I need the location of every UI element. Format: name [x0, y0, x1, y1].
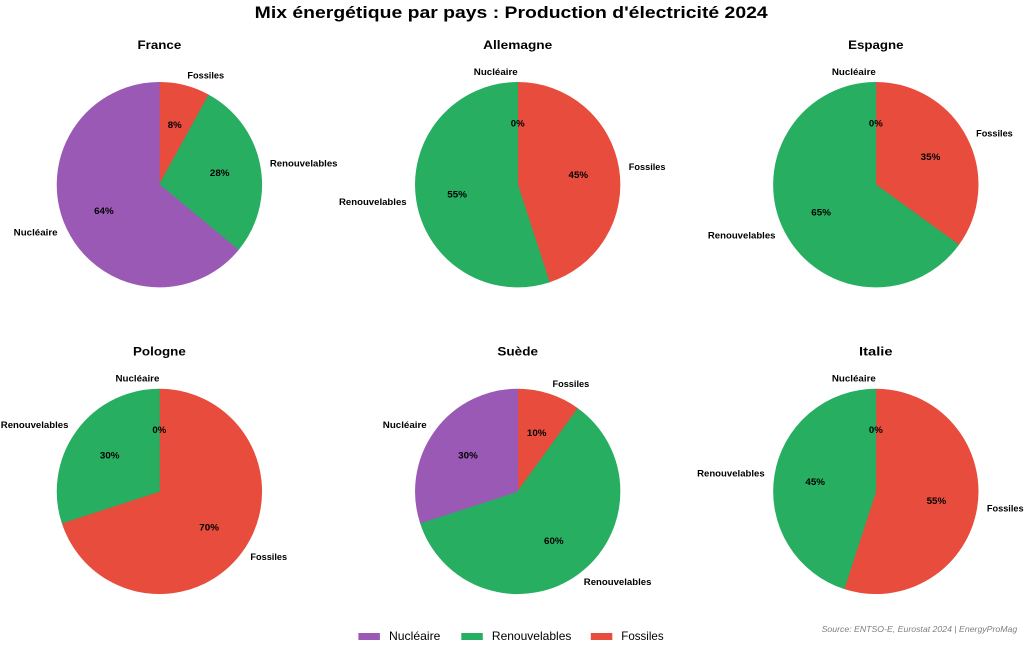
svg-text:Fossiles: Fossiles [976, 127, 1013, 138]
svg-text:Renouvelables: Renouvelables [339, 196, 407, 207]
svg-text:30%: 30% [100, 450, 120, 460]
svg-text:60%: 60% [544, 536, 564, 546]
svg-text:Renouvelables: Renouvelables [492, 629, 572, 643]
svg-text:0%: 0% [511, 118, 526, 128]
svg-text:Nucléaire: Nucléaire [832, 66, 876, 77]
svg-text:55%: 55% [447, 189, 467, 199]
svg-text:0%: 0% [869, 425, 884, 435]
svg-text:Italie: Italie [859, 345, 893, 359]
svg-text:Fossiles: Fossiles [250, 551, 287, 562]
svg-text:Renouvelables: Renouvelables [270, 157, 338, 168]
svg-text:Nucléaire: Nucléaire [116, 373, 160, 384]
svg-text:65%: 65% [811, 208, 831, 218]
svg-text:Renouvelables: Renouvelables [584, 576, 652, 587]
svg-text:Espagne: Espagne [848, 38, 904, 52]
svg-text:Fossiles: Fossiles [987, 503, 1024, 514]
svg-text:Renouvelables: Renouvelables [1, 419, 69, 430]
svg-text:Nucléaire: Nucléaire [383, 419, 427, 430]
svg-text:Fossiles: Fossiles [629, 161, 666, 172]
svg-text:Nucléaire: Nucléaire [474, 66, 518, 77]
svg-text:Allemagne: Allemagne [483, 38, 552, 52]
svg-text:8%: 8% [168, 120, 183, 130]
svg-text:28%: 28% [210, 168, 230, 178]
svg-text:Mix énergétique par pays : Pro: Mix énergétique par pays : Production d'… [255, 3, 769, 22]
svg-text:Suède: Suède [497, 345, 538, 359]
svg-text:Renouvelables: Renouvelables [697, 468, 765, 479]
svg-text:Fossiles: Fossiles [553, 378, 590, 389]
svg-text:Pologne: Pologne [133, 345, 186, 359]
svg-text:Fossiles: Fossiles [187, 69, 224, 80]
svg-text:70%: 70% [199, 523, 219, 533]
svg-text:Nucléaire: Nucléaire [832, 373, 876, 384]
svg-text:Source: ENTSO-E, Eurostat 2024: Source: ENTSO-E, Eurostat 2024 | EnergyP… [822, 625, 1018, 634]
svg-text:45%: 45% [805, 477, 825, 487]
svg-text:35%: 35% [921, 152, 941, 162]
svg-text:Fossiles: Fossiles [621, 629, 663, 643]
svg-text:Nucléaire: Nucléaire [14, 226, 58, 237]
svg-text:Nucléaire: Nucléaire [389, 629, 441, 643]
svg-text:France: France [138, 38, 182, 52]
svg-text:0%: 0% [152, 425, 167, 435]
svg-text:55%: 55% [927, 496, 947, 506]
svg-text:64%: 64% [94, 206, 114, 216]
svg-text:Renouvelables: Renouvelables [708, 230, 776, 241]
svg-text:45%: 45% [569, 170, 589, 180]
svg-text:10%: 10% [527, 428, 547, 438]
svg-text:30%: 30% [458, 450, 478, 460]
svg-text:0%: 0% [869, 118, 884, 128]
